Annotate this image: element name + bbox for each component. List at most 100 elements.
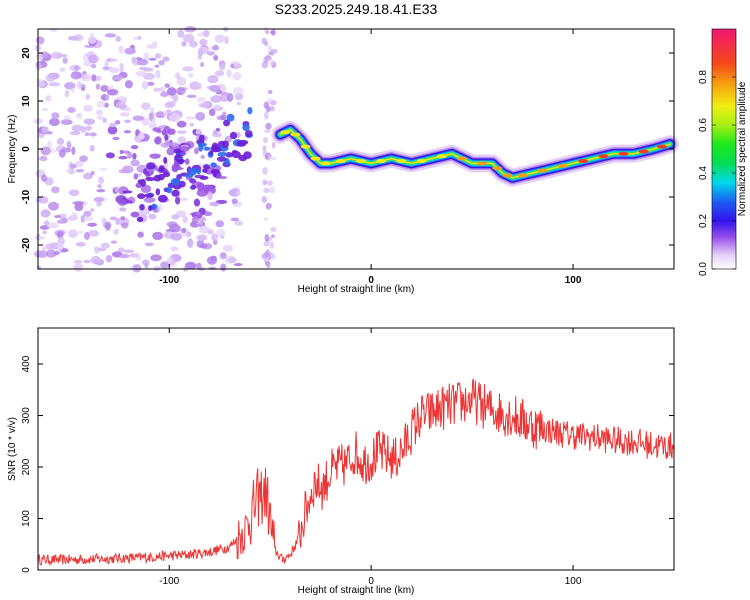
spectrogram-noise-blob [196, 168, 202, 175]
spectrogram-noise-blob [211, 233, 218, 242]
spectrogram-noise-blob [137, 193, 146, 200]
spectrogram-noise-blob [209, 201, 220, 207]
spectrogram-noise-blob [111, 75, 124, 81]
spectrogram-y-tick-label: -10 [21, 189, 32, 204]
spectrogram-noise-blob [114, 186, 120, 193]
spectrogram-noise-blob [244, 130, 253, 137]
spectrogram-noise-blob [36, 36, 45, 45]
spectrogram-ridge-peak [356, 159, 367, 163]
spectrogram-noise-blob [197, 142, 207, 147]
spectrogram-noise-blob [132, 152, 137, 160]
spectrogram-noise-blob [120, 112, 130, 117]
spectrogram-noise-blob [166, 87, 177, 96]
spectrogram-noise-blob [233, 263, 243, 267]
spectrogram-noise-blob [141, 102, 151, 111]
spectrogram-ridge-peak [457, 156, 467, 161]
spectrogram-noise-blob [84, 132, 90, 137]
snr-y-axis-label: SNR (10 * v/v) [7, 417, 18, 481]
spectrogram-noise-blob [263, 251, 269, 258]
spectrogram-noise-blob [150, 254, 162, 262]
spectrogram-noise-blob [187, 72, 194, 78]
spectrogram-noise-blob [151, 203, 157, 210]
spectrogram-noise-blob [109, 122, 117, 128]
spectrogram-noise-blob [58, 149, 66, 158]
spectrogram-noise-blob [199, 38, 208, 46]
spectrogram-ridge-peak [502, 173, 513, 178]
spectrogram-noise-blob [163, 126, 171, 135]
spectrogram-noise-blob [268, 58, 275, 66]
spectrogram-noise-blob [57, 242, 63, 252]
snr-y-ticks: 0 100 200 300 400 [21, 355, 674, 573]
spectrogram-noise-blob [89, 208, 95, 212]
spectrogram-noise-blob [70, 88, 75, 94]
spectrogram-noise-blob [36, 79, 44, 84]
spectrogram-noise-blob [196, 96, 207, 103]
spectrogram-noise-blob [166, 147, 175, 156]
spectrogram-noise-blob [107, 88, 119, 96]
spectrogram-noise-blob [262, 137, 269, 144]
spectrogram-noise-blob [175, 87, 186, 96]
spectrogram-noise-blob [119, 62, 125, 67]
spectrogram-noise-blob [203, 146, 211, 151]
spectrogram-noise-blob [124, 47, 135, 55]
snr-y-tick-label: 200 [21, 458, 32, 475]
spectrogram-noise-blob [167, 100, 177, 107]
spectrogram-noise-blob [146, 162, 156, 170]
spectrogram-noise-blob [118, 169, 130, 174]
spectrogram-noise-blob [182, 215, 188, 224]
spectrogram-noise-blob [42, 230, 47, 235]
spectrogram-noise-blob [120, 216, 126, 221]
spectrogram-ridge-peak [300, 144, 311, 149]
spectrogram-noise-blob [214, 70, 225, 77]
spectrogram-noise-blob [226, 69, 232, 78]
spectrogram-noise-blob [68, 189, 80, 197]
spectrogram-noise-blob [267, 90, 273, 95]
spectrogram-noise-blob [162, 56, 170, 62]
spectrogram-ridge-peak [290, 132, 301, 137]
spectrogram-noise-blob [231, 149, 238, 154]
spectrogram-noise-blob [83, 104, 94, 112]
spectrogram-noise-blob [159, 86, 166, 92]
spectrogram-noise-blob [242, 123, 250, 132]
spectrogram-x-axis-label: Height of straight line (km) [298, 284, 415, 295]
spectrogram-noise-blob [136, 216, 144, 223]
spectrogram-noise-blob [185, 231, 192, 238]
spectrogram-noise-blob [146, 44, 158, 49]
spectrogram-noise-blob [262, 167, 268, 175]
spectrogram-noise-blob [130, 144, 139, 150]
spectrogram-noise-blob [135, 70, 147, 77]
spectrogram-noise-blob [151, 41, 158, 46]
spectrogram-noise-blob [223, 119, 231, 127]
spectrogram-ridge-peak [557, 163, 568, 168]
spectrogram-ridge-peak [638, 149, 649, 154]
spectrogram-noise-blob [200, 61, 205, 68]
spectrogram-noise-blob [115, 120, 121, 125]
spectrogram-noise-blob [207, 191, 213, 201]
spectrogram-noise-blob [89, 33, 94, 37]
spectrogram-noise-blob [116, 96, 128, 101]
spectrogram-noise-blob [148, 205, 153, 212]
spectrogram-noise-blob [263, 257, 268, 263]
spectrogram-noise-blob [233, 86, 244, 96]
colorbar-label: Normalized spectral amplitude [737, 81, 748, 216]
spectrogram-noise-blob [43, 220, 50, 226]
snr-frame [37, 327, 675, 571]
spectrogram-noise-blob [263, 111, 269, 120]
colorbar-tick-label: 0.8 [698, 70, 709, 84]
spectrogram-noise-blob [98, 176, 105, 185]
spectrogram-noise-blob [33, 236, 46, 240]
snr-x-ticks: -100 0 100 [159, 328, 582, 587]
spectrogram-noise-blob [198, 102, 210, 108]
spectrogram-noise-blob [85, 125, 93, 131]
spectrogram-y-tick-label: 0 [21, 146, 32, 152]
colorbar-tick-label: 0.0 [698, 262, 709, 276]
spectrogram-noise-blob [137, 35, 142, 41]
spectrogram-noise-blob [157, 194, 168, 203]
spectrogram-noise-blob [48, 82, 61, 87]
spectrogram-noise-blob [132, 115, 145, 121]
spectrogram-ridge-peak [517, 173, 528, 178]
spectrogram-noise-blob [189, 122, 194, 127]
spectrogram-noise-blob [137, 179, 143, 184]
spectrogram-y-tick-label: -20 [21, 237, 32, 252]
